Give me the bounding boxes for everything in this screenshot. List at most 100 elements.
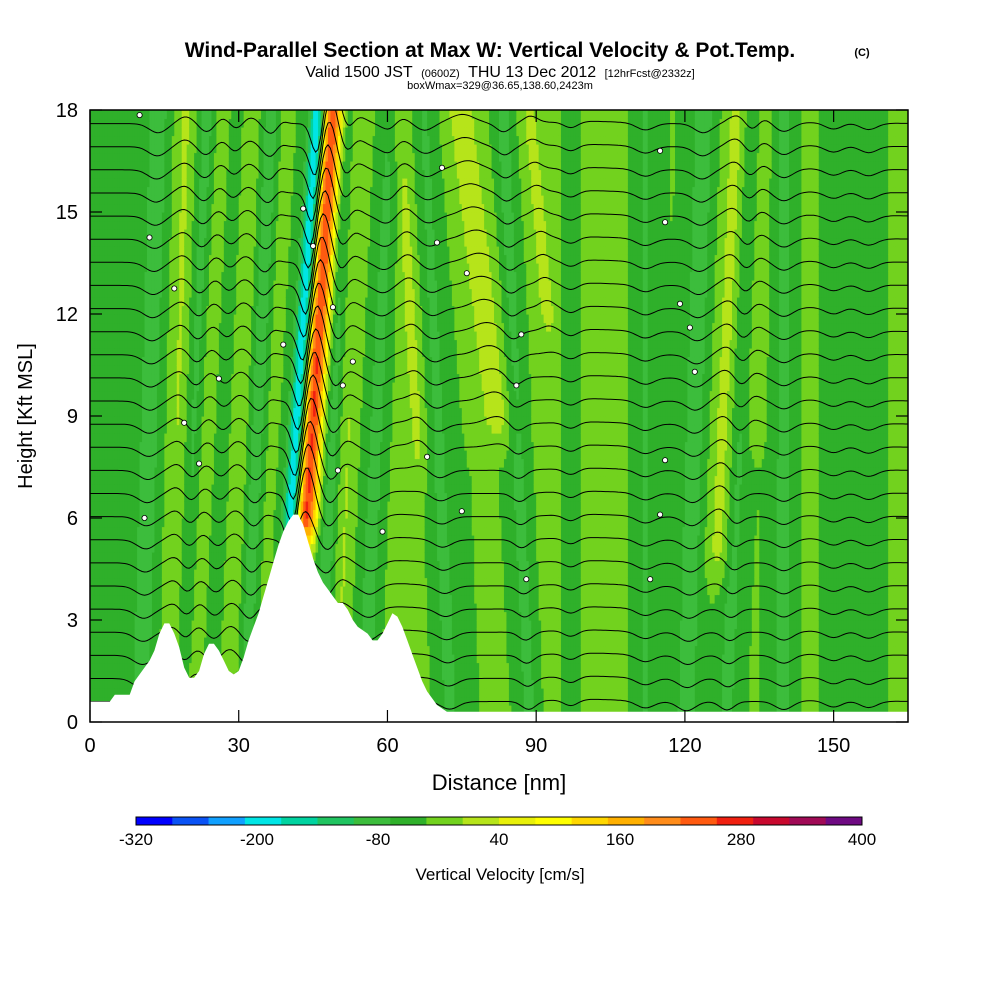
velocity-cell	[104, 322, 108, 332]
velocity-cell	[159, 331, 163, 341]
velocity-cell	[176, 212, 180, 222]
velocity-cell	[161, 348, 165, 358]
velocity-cell	[179, 212, 183, 222]
velocity-cell	[169, 178, 173, 188]
velocity-cell	[144, 229, 148, 239]
velocity-cell	[114, 407, 118, 417]
velocity-cell	[156, 577, 161, 587]
velocity-cell	[127, 178, 131, 188]
velocity-cell	[159, 526, 163, 536]
velocity-cell	[117, 144, 121, 154]
velocity-cell	[102, 152, 106, 162]
velocity-cell	[149, 254, 153, 264]
velocity-cell	[179, 552, 183, 562]
velocity-cell	[109, 229, 113, 239]
velocity-cell	[176, 424, 180, 434]
velocity-cell	[161, 611, 165, 621]
velocity-cell	[137, 271, 141, 281]
velocity-cell	[132, 152, 136, 162]
velocity-cell	[132, 560, 136, 570]
velocity-cell	[147, 637, 151, 647]
velocity-cell	[99, 339, 103, 349]
velocity-cell	[156, 441, 161, 451]
velocity-cell	[156, 144, 161, 154]
velocity-cell	[144, 390, 148, 400]
velocity-cell	[179, 203, 183, 213]
velocity-cell	[159, 475, 163, 485]
velocity-cell	[184, 288, 188, 298]
velocity-cell	[151, 645, 156, 655]
velocity-cell	[137, 662, 141, 672]
velocity-cell	[132, 484, 136, 494]
velocity-cell	[179, 450, 183, 460]
velocity-cell	[147, 603, 151, 613]
velocity-cell	[154, 246, 158, 256]
velocity-cell	[151, 254, 156, 264]
velocity-cell	[184, 161, 188, 171]
velocity-cell	[112, 492, 116, 502]
velocity-cell	[161, 509, 165, 519]
velocity-cell	[151, 271, 156, 281]
velocity-cell	[122, 135, 126, 145]
velocity-cell	[169, 535, 173, 545]
velocity-cell	[127, 671, 131, 681]
velocity-cell	[109, 543, 113, 553]
velocity-cell	[112, 518, 116, 528]
velocity-cell	[117, 620, 121, 630]
velocity-cell	[94, 450, 99, 460]
velocity-cell	[129, 399, 133, 409]
velocity-cell	[169, 356, 173, 366]
velocity-cell	[147, 535, 151, 545]
velocity-cell	[129, 373, 133, 383]
velocity-cell	[184, 263, 188, 273]
velocity-cell	[127, 118, 131, 128]
velocity-cell	[184, 237, 188, 247]
velocity-cell	[117, 492, 121, 502]
velocity-cell	[92, 203, 96, 213]
velocity-cell	[134, 637, 138, 647]
velocity-cell	[174, 271, 178, 281]
velocity-cell	[159, 467, 163, 477]
velocity-cell	[109, 305, 113, 315]
velocity-cell	[154, 475, 158, 485]
velocity-cell	[117, 254, 121, 264]
velocity-cell	[169, 603, 173, 613]
velocity-cell	[151, 620, 156, 630]
velocity-cell	[104, 696, 108, 706]
velocity-cell	[94, 441, 99, 451]
velocity-cell	[127, 220, 131, 230]
velocity-cell	[90, 484, 94, 494]
velocity-cell	[134, 552, 138, 562]
velocity-cell	[151, 339, 156, 349]
velocity-cell	[117, 314, 121, 324]
velocity-cell	[122, 416, 126, 426]
velocity-cell	[97, 458, 101, 468]
velocity-cell	[104, 118, 108, 128]
velocity-cell	[147, 390, 151, 400]
velocity-cell	[90, 305, 94, 315]
velocity-cell	[154, 322, 158, 332]
velocity-cell	[122, 365, 126, 375]
velocity-cell	[161, 492, 165, 502]
velocity-cell	[117, 297, 121, 307]
velocity-cell	[164, 220, 168, 230]
velocity-cell	[124, 195, 128, 205]
velocity-cell	[92, 237, 96, 247]
velocity-cell	[122, 441, 126, 451]
velocity-cell	[97, 161, 101, 171]
velocity-cell	[90, 127, 94, 137]
velocity-cell	[156, 365, 161, 375]
velocity-cell	[164, 135, 168, 145]
velocity-cell	[132, 297, 136, 307]
velocity-cell	[179, 246, 183, 256]
velocity-cell	[171, 254, 175, 264]
velocity-cell	[164, 560, 168, 570]
velocity-cell	[161, 161, 165, 171]
velocity-cell	[129, 195, 133, 205]
velocity-cell	[104, 254, 108, 264]
velocity-cell	[176, 127, 180, 137]
velocity-cell	[147, 348, 151, 358]
velocity-cell	[179, 365, 183, 375]
velocity-cell	[151, 509, 156, 519]
velocity-cell	[99, 475, 103, 485]
